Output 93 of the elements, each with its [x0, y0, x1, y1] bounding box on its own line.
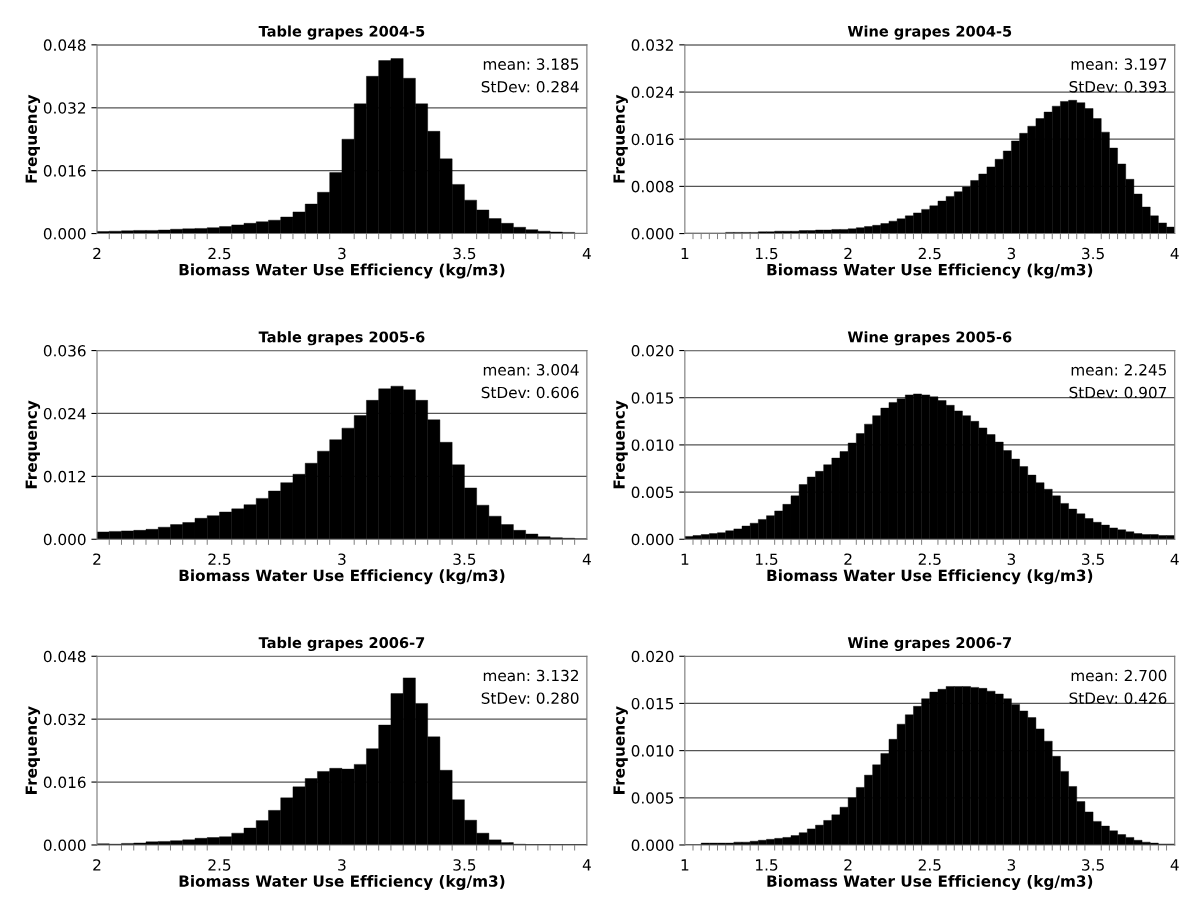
y-axis-title: Frequency	[613, 94, 628, 183]
annotation: mean: 2.700	[1071, 669, 1167, 682]
y-tick-label: 0.048	[43, 39, 86, 51]
x-tick-label: 4	[582, 553, 591, 565]
x-tick-label: 2.5	[918, 553, 941, 565]
y-tick-label: 0.016	[43, 165, 86, 177]
y-tick-label: 0.024	[631, 86, 674, 99]
annotation: StDev: 0.426	[1069, 692, 1167, 704]
x-tick-label: 3	[1007, 859, 1016, 871]
x-tick-label: 1	[681, 247, 689, 260]
x-tick-label: 1	[681, 859, 689, 871]
x-tick-label: 2	[93, 553, 101, 565]
x-tick-label: 2	[844, 859, 852, 871]
chart-title: Wine grapes 2005-6	[847, 331, 1012, 346]
x-tick-label: 3.5	[453, 859, 476, 871]
y-tick-label: 0.020	[631, 345, 674, 357]
x-tick-label: 1.5	[756, 859, 778, 871]
annotation: mean: 3.004	[483, 364, 579, 376]
x-tick-label: 2.5	[208, 859, 231, 871]
y-axis-title: Frequency	[25, 706, 41, 794]
x-axis-title: Biomass Water Use Efficiency (kg/m3)	[179, 875, 505, 890]
x-tick-label: 4	[1170, 859, 1179, 871]
y-tick-label: 0.036	[43, 345, 86, 357]
x-tick-label: 3	[1007, 553, 1016, 565]
y-tick-label: 0.032	[43, 102, 86, 114]
x-tick-label: 4	[582, 859, 591, 871]
annotation: StDev: 0.284	[481, 80, 579, 93]
y-tick-label: 0.000	[43, 839, 86, 851]
y-tick-label: 0.000	[631, 839, 674, 851]
x-tick-label: 2.5	[208, 553, 231, 565]
x-tick-label: 4	[1170, 553, 1179, 565]
x-tick-label: 3.5	[1082, 553, 1104, 565]
x-tick-label: 3	[338, 859, 346, 871]
x-tick-label: 3	[1007, 247, 1016, 260]
y-axis-title: Frequency	[25, 94, 41, 183]
y-tick-label: 0.020	[631, 650, 674, 663]
y-tick-label: 0.016	[631, 133, 674, 146]
chart-title: Table grapes 2006-7	[258, 636, 425, 652]
x-tick-label: 2.5	[918, 247, 941, 260]
y-tick-label: 0.048	[43, 650, 86, 663]
x-tick-label: 1.5	[756, 553, 778, 565]
annotation: StDev: 0.393	[1069, 80, 1167, 93]
chart-title: Wine grapes 2004-5	[847, 25, 1012, 40]
y-tick-label: 0.012	[43, 470, 86, 483]
x-tick-label: 3.5	[453, 247, 476, 260]
x-tick-label: 2.5	[918, 859, 941, 871]
x-axis-title: Biomass Water Use Efficiency (kg/m3)	[767, 263, 1093, 279]
y-tick-label: 0.015	[631, 697, 674, 710]
annotation: StDev: 0.280	[481, 692, 579, 704]
chart-title: Wine grapes 2006-7	[847, 636, 1012, 652]
y-axis-title: Frequency	[25, 400, 41, 489]
x-tick-label: 2	[844, 247, 852, 260]
x-axis-title: Biomass Water Use Efficiency (kg/m3)	[179, 263, 505, 279]
x-tick-label: 3.5	[1082, 247, 1104, 260]
x-tick-label: 2	[844, 553, 852, 565]
chart-title: Table grapes 2005-6	[258, 331, 425, 346]
x-tick-label: 4	[1170, 247, 1179, 260]
y-tick-label: 0.000	[631, 228, 674, 240]
x-tick-label: 3	[338, 553, 346, 565]
x-tick-label: 3.5	[453, 553, 476, 565]
y-tick-label: 0.016	[43, 776, 86, 789]
x-tick-label: 2.5	[208, 247, 231, 260]
annotation: mean: 2.245	[1071, 364, 1167, 376]
y-tick-label: 0.005	[631, 792, 674, 804]
x-tick-label: 2	[93, 859, 101, 871]
x-axis-title: Biomass Water Use Efficiency (kg/m3)	[767, 875, 1093, 890]
y-tick-label: 0.032	[43, 713, 86, 726]
y-axis-title: Frequency	[613, 400, 628, 489]
y-axis-title: Frequency	[613, 706, 628, 794]
y-tick-label: 0.015	[631, 392, 674, 404]
y-tick-label: 0.000	[43, 533, 86, 546]
y-tick-label: 0.000	[631, 533, 674, 546]
y-tick-label: 0.008	[631, 180, 674, 193]
x-axis-title: Biomass Water Use Efficiency (kg/m3)	[767, 569, 1093, 585]
y-tick-label: 0.024	[43, 407, 86, 420]
y-tick-label: 0.010	[631, 439, 674, 451]
y-tick-label: 0.000	[43, 228, 86, 240]
annotation: mean: 3.185	[483, 58, 579, 70]
x-tick-label: 2	[93, 247, 101, 260]
chart-title: Table grapes 2004-5	[258, 25, 425, 40]
annotation: StDev: 0.907	[1069, 386, 1167, 399]
x-tick-label: 4	[582, 247, 591, 260]
y-tick-label: 0.032	[631, 39, 673, 51]
annotation: mean: 3.132	[483, 669, 578, 682]
x-tick-label: 1	[681, 553, 689, 565]
annotation: mean: 3.197	[1071, 58, 1167, 70]
x-tick-label: 3.5	[1082, 859, 1104, 871]
y-tick-label: 0.005	[631, 486, 674, 499]
x-axis-title: Biomass Water Use Efficiency (kg/m3)	[179, 569, 505, 585]
y-tick-label: 0.010	[631, 745, 674, 757]
x-tick-label: 3	[338, 247, 346, 260]
annotation: StDev: 0.606	[481, 386, 579, 399]
x-tick-label: 1.5	[756, 247, 778, 260]
